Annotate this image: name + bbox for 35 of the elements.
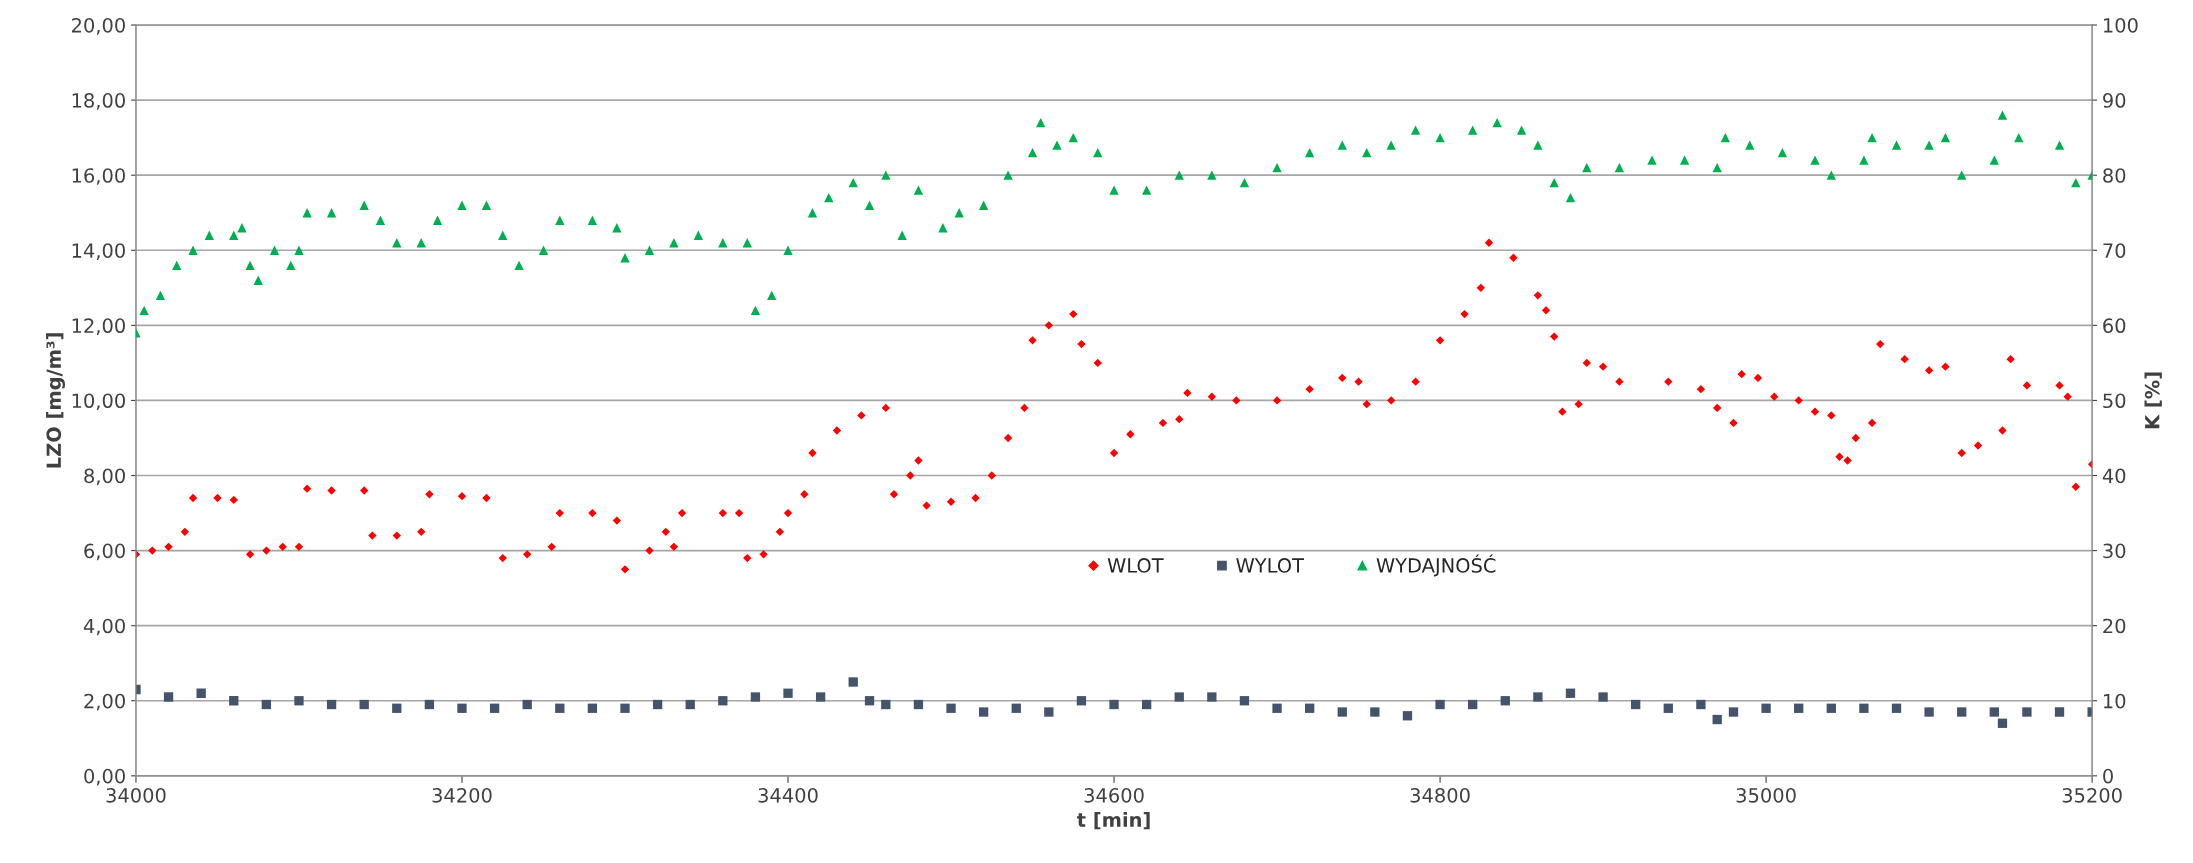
y2-tick-label: 80 [2103, 168, 2126, 183]
x-tick-label: 34400 [758, 787, 818, 803]
y-tick-label: 2,00 [84, 693, 125, 711]
legend-label: WYLOT [1236, 558, 1305, 573]
y2-tick-label: 30 [2103, 543, 2126, 559]
y-tick-label: 12,00 [72, 318, 125, 335]
y2-tick-label: 50 [2103, 393, 2126, 409]
x-tick-label: 35200 [2062, 787, 2122, 803]
y2-tick-label: 20 [2103, 618, 2126, 634]
legend-label: WLOT [1107, 558, 1164, 573]
legend-label: WYDAJNOŚĆ [1376, 554, 1496, 577]
y-axis-title: LZO [mg/m³] [46, 333, 66, 468]
x-tick-label: 34000 [106, 787, 166, 803]
y-tick-label: 14,00 [72, 243, 125, 260]
y2-tick-label: 70 [2103, 243, 2126, 258]
y2-tick-label: 10 [2103, 693, 2126, 709]
y-tick-label: 20,00 [72, 17, 125, 35]
y2-tick-label: 0 [2103, 768, 2113, 784]
y2-tick-label: 100 [2103, 17, 2138, 33]
y-tick-label: 6,00 [84, 543, 125, 561]
x-tick-label: 34800 [1410, 787, 1470, 803]
y-tick-label: 16,00 [72, 168, 125, 185]
y2-tick-label: 40 [2102, 468, 2126, 484]
y-tick-label: 4,00 [83, 618, 125, 636]
y-tick-label: 18,00 [72, 93, 125, 110]
y-tick-label: 10,00 [72, 393, 125, 411]
x-axis-title: t [min] [1077, 812, 1150, 830]
x-tick-label: 34200 [432, 787, 492, 803]
y2-axis-title: K [%] [2144, 372, 2162, 429]
x-tick-label: 34600 [1084, 787, 1144, 803]
y-tick-label: 0,00 [84, 768, 125, 786]
y2-tick-label: 90 [2103, 93, 2126, 108]
x-tick-label: 35000 [1736, 787, 1796, 803]
y-tick-label: 8,00 [84, 468, 125, 486]
y2-tick-label: 60 [2103, 318, 2126, 334]
